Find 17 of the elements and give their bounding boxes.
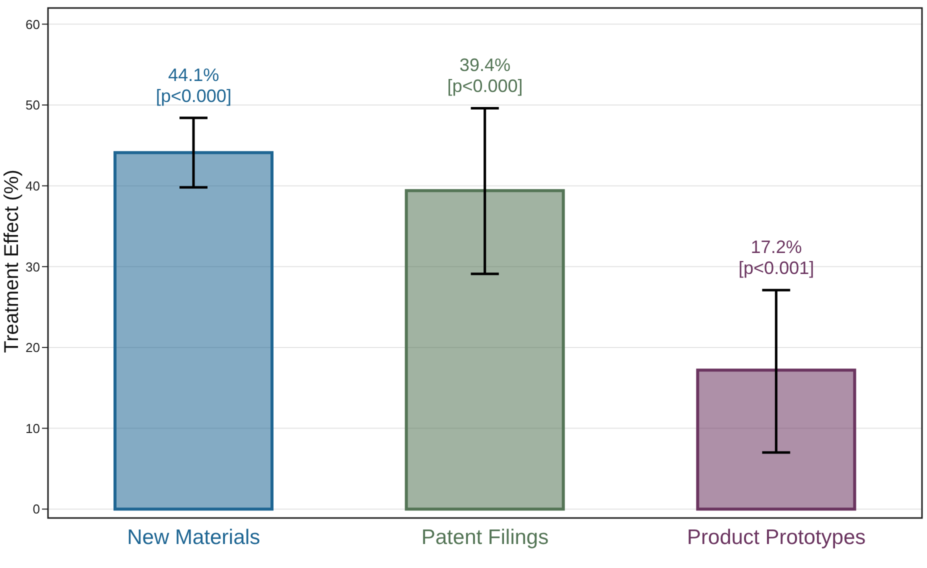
bar [696,368,856,511]
bar [404,189,565,511]
y-tick-label: 30 [26,259,40,274]
x-tick-label: Patent Filings [421,526,549,549]
annotation: 17.2% [p<0.001] [738,237,814,278]
y-tick-label: 0 [32,502,40,517]
y-axis-title: Treatment Effect (%) [1,170,24,353]
y-tick-label: 40 [26,178,40,194]
x-tick-label: New Materials [127,526,260,549]
y-tick-label: 20 [26,340,40,356]
annotation: 44.1% [p<0.000] [156,64,232,106]
y-tick-label: 60 [26,16,40,32]
x-tick-label: Product Prototypes [687,526,866,549]
annotation: 39.4% [p<0.000] [447,55,523,96]
bar [114,151,274,511]
y-tick-label: 10 [26,420,40,436]
y-tick-label: 50 [26,98,40,113]
